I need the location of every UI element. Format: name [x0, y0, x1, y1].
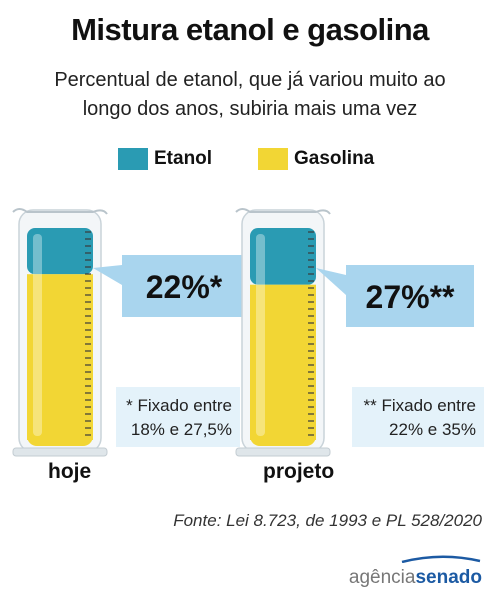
- category-label-hoje: hoje: [48, 460, 92, 483]
- cylinder-hoje: 22%* * Fixado entre 18% e 27,5%: [12, 208, 246, 457]
- agencia-senado-logo: agência senado: [348, 555, 482, 589]
- legend-item-gasolina: Gasolina: [258, 148, 374, 170]
- legend-label-etanol: Etanol: [154, 148, 213, 169]
- chart-title: Mistura etanol e gasolina: [71, 12, 429, 47]
- scale-ticks-hoje: [85, 231, 91, 436]
- gasolina-bar-projeto: [250, 284, 316, 440]
- legend-label-gasolina: Gasolina: [294, 148, 375, 169]
- legend-swatch-gasolina: [258, 148, 288, 170]
- value-label-projeto: 27%**: [366, 279, 456, 315]
- subtitle-line-2: longo dos anos, subiria mais uma vez: [82, 98, 418, 120]
- tube-foot-projeto: [235, 447, 331, 457]
- callout-box-projeto: [346, 265, 474, 327]
- logo-text-agencia: agência: [348, 567, 416, 588]
- source-note: Fonte: Lei 8.723, de 1993 e PL 528/2020: [173, 511, 482, 530]
- note-box-hoje: [116, 387, 240, 447]
- note-line-2-hoje: 18% e 27,5%: [131, 420, 232, 439]
- tube-rim-hoje: [12, 208, 108, 215]
- callout-box-hoje: [122, 255, 246, 317]
- tube-rim-projeto: [235, 208, 331, 215]
- chart-subtitle: Percentual de etanol, que já variou muit…: [10, 66, 490, 124]
- logo-swoosh-icon: [401, 555, 481, 563]
- cylinder-projeto: 27%** ** Fixado entre 22% e 35%: [235, 208, 484, 457]
- subtitle-line-1: Percentual de etanol, que já variou muit…: [54, 69, 446, 91]
- callout-pointer-hoje: [93, 265, 122, 285]
- note-line-1-projeto: ** Fixado entre: [364, 396, 476, 415]
- note-line-1-hoje: * Fixado entre: [126, 396, 232, 415]
- value-label-hoje: 22%*: [146, 269, 223, 305]
- scale-ticks-projeto: [308, 231, 314, 436]
- tube-foot-hoje: [12, 447, 108, 457]
- etanol-bar-hoje: [27, 228, 93, 275]
- note-line-2-projeto: 22% e 35%: [389, 420, 476, 439]
- legend: Etanol Gasolina: [0, 148, 500, 178]
- callout-pointer-projeto: [316, 268, 346, 295]
- logo-text-senado: senado: [415, 567, 482, 588]
- legend-swatch-etanol: [118, 148, 148, 170]
- category-label-projeto: projeto: [263, 460, 335, 483]
- tube-shine-hoje: [33, 234, 42, 436]
- gasolina-base-hoje: [27, 424, 93, 446]
- gasolina-bar-hoje: [27, 274, 93, 440]
- etanol-bar-projeto: [250, 228, 316, 285]
- tube-shine-projeto: [256, 234, 265, 436]
- legend-item-etanol: Etanol: [118, 148, 212, 170]
- note-box-projeto: [352, 387, 484, 447]
- gasolina-base-projeto: [250, 424, 316, 446]
